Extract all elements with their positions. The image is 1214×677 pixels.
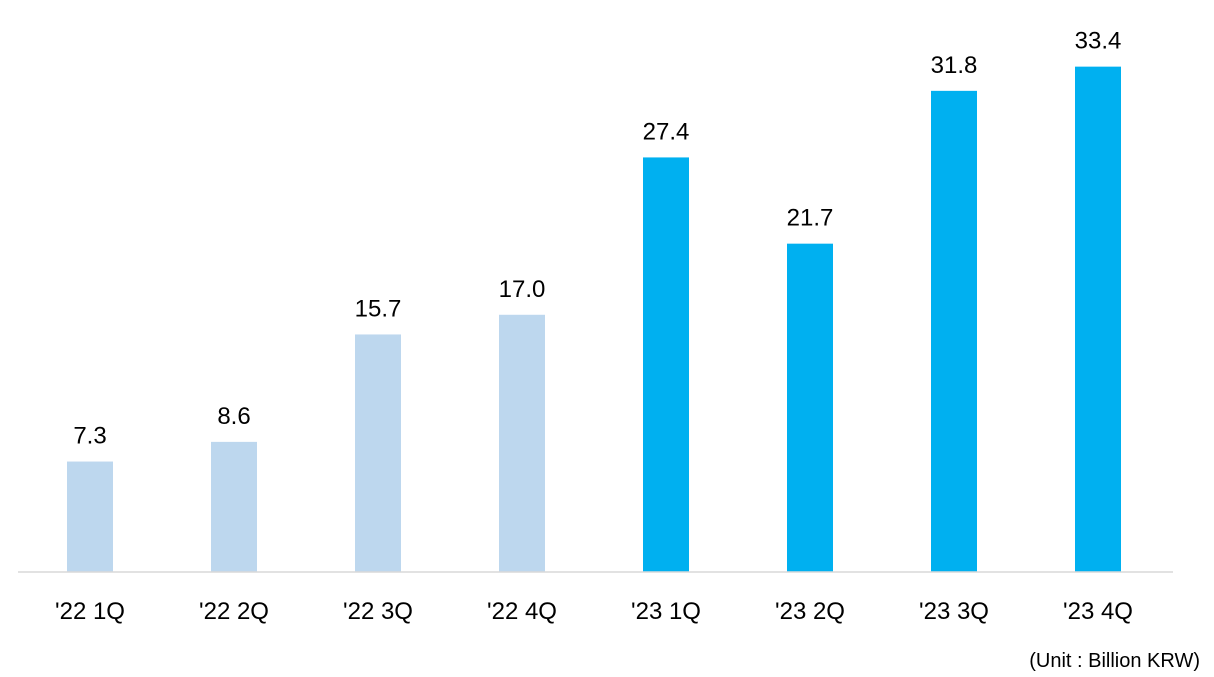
bar-7	[931, 90, 977, 572]
bar-6	[787, 243, 833, 573]
value-label-4: 17.0	[499, 276, 546, 303]
value-label-1: 7.3	[73, 423, 106, 450]
value-label-3: 15.7	[355, 295, 402, 322]
bars-group	[67, 66, 1121, 573]
x-tick-label-5: '23 1Q	[631, 598, 701, 625]
x-tick-labels-group: '22 1Q '22 2Q '22 3Q '22 4Q '23 1Q '23 2Q '23 …	[55, 598, 1133, 625]
bar-4	[499, 314, 545, 572]
x-tick-label-7: '23 3Q	[919, 598, 989, 625]
value-label-5: 27.4	[643, 118, 690, 145]
bar-2	[211, 441, 257, 572]
x-tick-label-2: '22 2Q	[199, 598, 269, 625]
x-tick-label-3: '22 3Q	[343, 598, 413, 625]
value-label-8: 33.4	[1075, 28, 1122, 55]
bar-8	[1075, 66, 1121, 572]
x-tick-label-1: '22 1Q	[55, 598, 125, 625]
value-label-2: 8.6	[217, 403, 250, 430]
bar-1	[67, 461, 113, 572]
x-tick-label-6: '23 2Q	[775, 598, 845, 625]
bar-5	[643, 157, 689, 572]
bar-3	[355, 334, 401, 572]
unit-note: (Unit : Billion KRW)	[1029, 650, 1200, 672]
value-label-6: 21.7	[787, 205, 834, 232]
value-labels-group: 7.3 8.6 15.7 17.0 27.4 21.7 31.8 33.4	[73, 28, 1121, 450]
x-tick-label-4: '22 4Q	[487, 598, 557, 625]
value-label-7: 31.8	[931, 52, 978, 79]
x-tick-label-8: '23 4Q	[1063, 598, 1133, 625]
